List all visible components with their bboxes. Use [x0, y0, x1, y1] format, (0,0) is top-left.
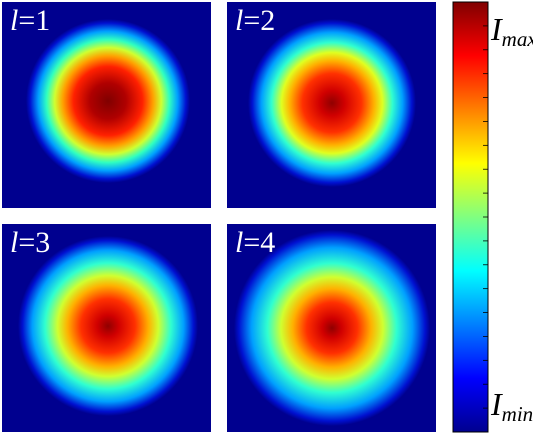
panel: l=4: [227, 224, 436, 432]
panel-label: l=4: [235, 226, 275, 259]
index: =3: [18, 226, 50, 259]
subscript: max: [502, 27, 533, 51]
variable: l: [235, 226, 243, 259]
index: =2: [243, 4, 275, 37]
min-label: Imin: [490, 386, 533, 426]
index: =1: [18, 4, 50, 37]
subscript: min: [502, 402, 533, 426]
beam-spot: [234, 230, 430, 426]
panel: l=2: [227, 2, 436, 208]
panel-label: l=1: [10, 4, 50, 37]
colorbar: Imax Imin: [452, 1, 533, 433]
symbol: I: [490, 11, 503, 47]
colorbar-gradient: [452, 1, 489, 433]
panel-label: l=3: [10, 226, 50, 259]
variable: l: [235, 4, 243, 37]
panel: l=1: [2, 2, 211, 208]
beam-spot: [26, 19, 190, 183]
symbol: I: [490, 386, 503, 422]
variable: l: [10, 226, 18, 259]
beam-spot: [248, 19, 416, 187]
variable: l: [10, 4, 18, 37]
panel-label: l=2: [235, 4, 275, 37]
colorbar-ticks: [483, 25, 488, 409]
panel: l=3: [2, 224, 211, 432]
max-label: Imax: [490, 11, 533, 51]
beam-spot: [18, 236, 198, 416]
index: =4: [243, 226, 275, 259]
